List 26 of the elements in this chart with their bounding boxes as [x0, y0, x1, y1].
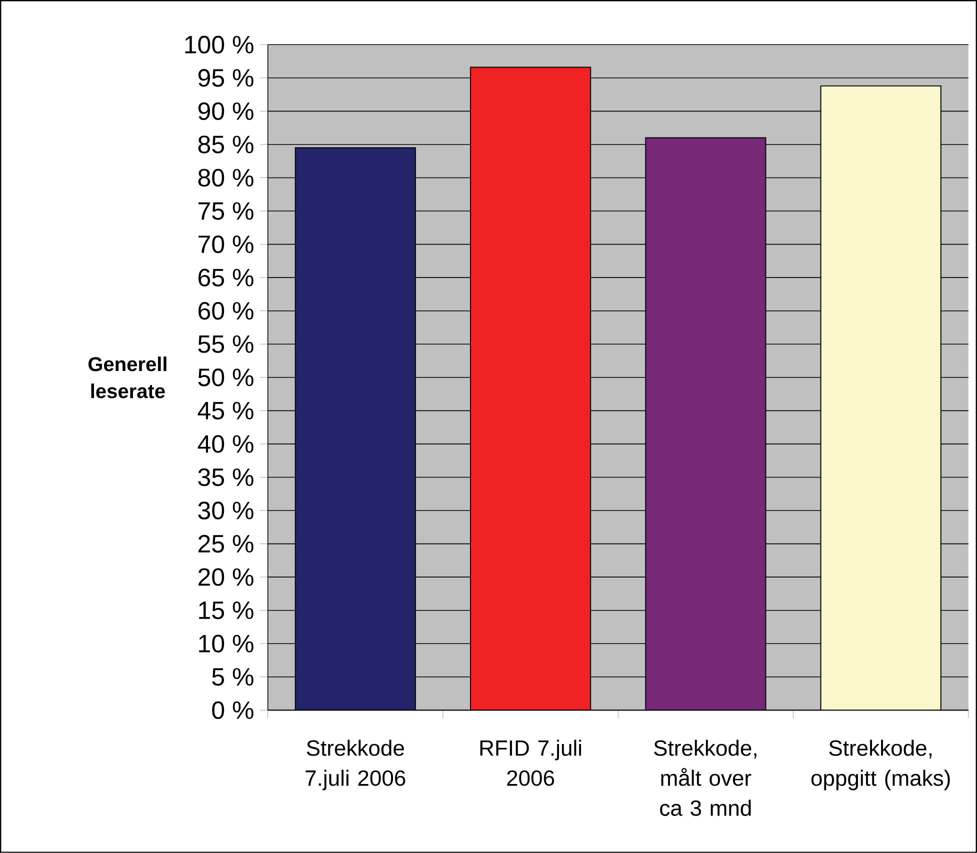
x-tick-label: Strekkode, oppgitt (maks) [811, 740, 950, 790]
y-tick-label: 30 % [198, 502, 254, 520]
y-tick-label: 10 % [199, 634, 254, 653]
y-tick-label: 5 % [212, 668, 254, 686]
x-tick-label: RFID 7.juli 2006 [480, 740, 582, 786]
y-tick-label: 95 % [198, 69, 254, 87]
y-tick-label: 25 % [198, 534, 254, 553]
y-tick-label: 50 % [198, 368, 254, 386]
y-tick-label: 60 % [198, 302, 254, 320]
x-tick-label: Strekkode, målt over ca 3 mnd [654, 740, 756, 816]
y-tick-label: 90 % [198, 102, 254, 120]
x-tick-label: Strekkode 7.juli 2006 [306, 740, 406, 790]
y-tick-label: 80 % [198, 168, 254, 187]
y-tick-label: 20 % [198, 568, 254, 586]
y-tick-label: 85 % [198, 136, 254, 154]
y-tick-label: 65 % [198, 268, 254, 286]
y-tick-label: 70 % [198, 235, 254, 254]
y-axis-title: Generell leserate [88, 356, 166, 398]
y-tick-label: 75 % [198, 202, 254, 220]
y-tick-label: 45 % [198, 402, 254, 420]
y-tick-label: 0 % [212, 701, 254, 720]
y-tick-label: 100 % [185, 36, 254, 54]
y-tick-label: 15 % [199, 602, 254, 620]
y-tick-label: 55 % [198, 335, 254, 353]
y-tick-label: 40 % [198, 435, 254, 453]
y-tick-label: 35 % [198, 468, 254, 486]
